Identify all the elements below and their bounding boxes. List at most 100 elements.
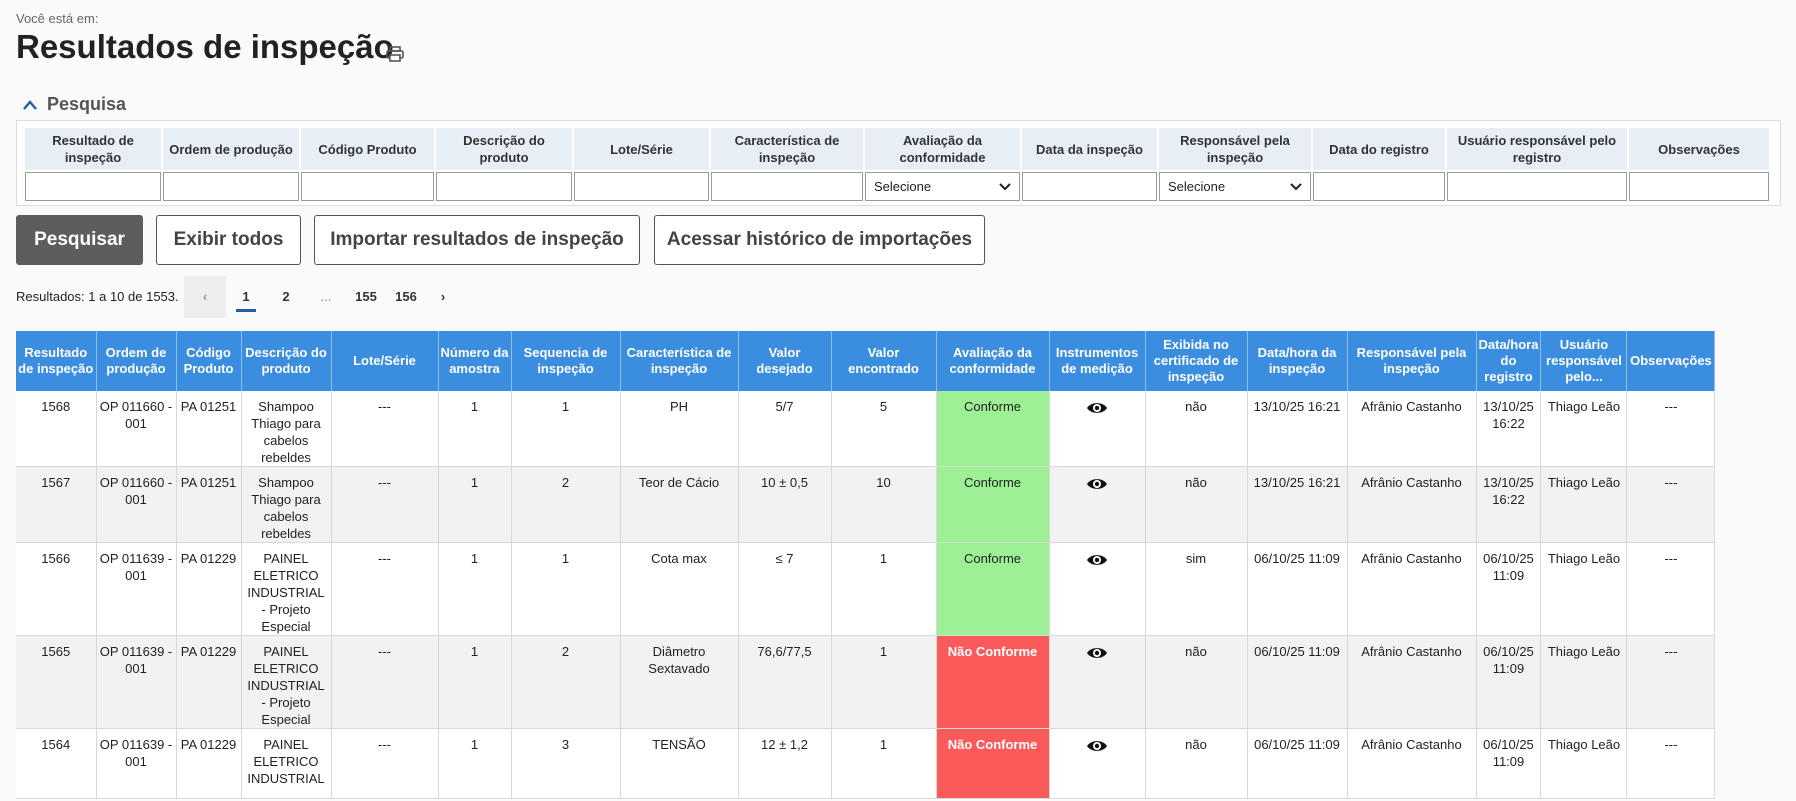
page-link[interactable]: 2 xyxy=(282,289,290,304)
column-header[interactable]: Ordem de produção xyxy=(96,331,177,391)
cell-ordem: OP 011639 - 001 xyxy=(96,635,177,729)
pagination: ‹ 1 2... 155 156 › xyxy=(184,276,460,318)
import-history-button[interactable]: Acessar histórico de importações xyxy=(654,215,985,265)
filter-input[interactable] xyxy=(1022,172,1157,201)
eye-icon[interactable] xyxy=(1086,401,1108,415)
filter-column: Data do registro xyxy=(1313,128,1445,201)
cell-encontrado: 1 xyxy=(831,542,937,636)
results-table: Resultado de inspeção Ordem de produção Có… xyxy=(16,331,1716,799)
cell-responsavel: Afrânio Castanho xyxy=(1347,635,1477,729)
filter-input[interactable] xyxy=(1629,172,1769,201)
cell-responsavel: Afrânio Castanho xyxy=(1347,466,1477,543)
page-link[interactable]: 1 xyxy=(226,276,266,318)
table-row[interactable]: 1564 OP 011639 - 001 PA 01229 PAINEL ELETRI… xyxy=(16,728,1716,799)
printer-icon[interactable] xyxy=(386,46,404,62)
cell-sequencia: 1 xyxy=(511,542,621,636)
filter-input[interactable] xyxy=(436,172,572,201)
column-header[interactable]: Valor encontrado xyxy=(831,331,937,391)
cell-amostra: 1 xyxy=(438,391,512,467)
column-header[interactable]: Data/hora da inspeção xyxy=(1247,331,1348,391)
cell-sequencia: 1 xyxy=(511,391,621,467)
eye-icon[interactable] xyxy=(1086,739,1108,753)
column-header[interactable]: Observações xyxy=(1626,331,1716,391)
filter-input[interactable] xyxy=(1313,172,1445,201)
filter-column: Data da inspeção xyxy=(1022,128,1157,201)
filter-input[interactable] xyxy=(1447,172,1627,201)
cell-lote: --- xyxy=(331,542,439,636)
column-header[interactable]: Sequencia de inspeção xyxy=(511,331,621,391)
eye-icon[interactable] xyxy=(1086,553,1108,567)
column-header[interactable]: Avaliação da conformidade xyxy=(936,331,1050,391)
cell-caracteristica: Diâmetro Sextavado xyxy=(620,635,739,729)
cell-codigo: PA 01229 xyxy=(176,542,242,636)
chevron-up-icon xyxy=(23,99,37,110)
filter-input[interactable] xyxy=(574,172,709,201)
filter-label: Descrição do produto xyxy=(436,128,572,170)
cell-sequencia: 3 xyxy=(511,728,621,799)
column-header[interactable]: Código Produto xyxy=(176,331,242,391)
filter-label: Usuário responsável pelo registro xyxy=(1447,128,1627,170)
cell-resultado: 1564 xyxy=(16,728,97,799)
column-header[interactable]: Data/hora do registro xyxy=(1476,331,1542,391)
cell-resultado: 1565 xyxy=(16,635,97,729)
cell-resultado: 1568 xyxy=(16,391,97,467)
column-header[interactable]: Resultado de inspeção xyxy=(16,331,97,391)
cell-obs: --- xyxy=(1626,635,1716,729)
cell-instruments xyxy=(1049,391,1146,467)
filter-select[interactable]: Selecione xyxy=(1159,172,1311,201)
search-button[interactable]: Pesquisar xyxy=(16,215,143,265)
column-header[interactable]: Característica de inspeção xyxy=(620,331,739,391)
search-section-label: Pesquisa xyxy=(47,94,127,114)
cell-lote: --- xyxy=(331,635,439,729)
table-row[interactable]: 1567 OP 011660 - 001 PA 01251 Shampoo Thiag… xyxy=(16,466,1716,543)
filter-input[interactable] xyxy=(711,172,863,201)
cell-descricao: PAINEL ELETRICO INDUSTRIAL - Projeto Esp… xyxy=(241,542,332,636)
next-page-button[interactable]: › xyxy=(440,289,446,304)
table-row[interactable]: 1565 OP 011639 - 001 PA 01229 PAINEL ELETRI… xyxy=(16,635,1716,729)
search-filter-panel: Resultado de inspeção Ordem de produção Có… xyxy=(16,120,1781,206)
cell-data_inspecao: 06/10/25 11:09 xyxy=(1247,542,1348,636)
cell-responsavel: Afrânio Castanho xyxy=(1347,728,1477,799)
filter-input[interactable] xyxy=(25,172,161,201)
column-header[interactable]: Usuário responsável pelo... xyxy=(1540,331,1628,391)
column-header[interactable]: Responsável pela inspeção xyxy=(1347,331,1477,391)
filter-column: Código Produto xyxy=(301,128,434,201)
cell-usuario: Thiago Leão xyxy=(1540,542,1628,636)
show-all-button[interactable]: Exibir todos xyxy=(156,215,301,265)
table-row[interactable]: 1568 OP 011660 - 001 PA 01251 Shampoo Thiag… xyxy=(16,391,1716,467)
cell-lote: --- xyxy=(331,466,439,543)
column-header[interactable]: Descrição do produto xyxy=(241,331,332,391)
page-title: Resultados de inspeção xyxy=(16,28,394,65)
column-header[interactable]: Instrumentos de medição xyxy=(1049,331,1146,391)
column-header[interactable]: Valor desejado xyxy=(738,331,832,391)
cell-exibida: não xyxy=(1145,728,1248,799)
cell-codigo: PA 01229 xyxy=(176,728,242,799)
page-link[interactable]: 155 xyxy=(355,289,377,304)
cell-sequencia: 2 xyxy=(511,466,621,543)
filter-label: Código Produto xyxy=(301,128,434,170)
cell-descricao: Shampoo Thiago para cabelos rebeldes xyxy=(241,391,332,467)
cell-data_registro: 13/10/25 16:22 xyxy=(1476,391,1542,467)
table-row[interactable]: 1566 OP 011639 - 001 PA 01229 PAINEL ELETRI… xyxy=(16,542,1716,636)
filter-select[interactable]: Selecione xyxy=(865,172,1020,201)
prev-page-button[interactable]: ‹ xyxy=(184,276,226,318)
column-header[interactable]: Exibida no certificado de inspeção xyxy=(1145,331,1248,391)
filter-label: Responsável pela inspeção xyxy=(1159,128,1311,170)
table-header-row: Resultado de inspeção Ordem de produção Có… xyxy=(16,331,1716,391)
cell-responsavel: Afrânio Castanho xyxy=(1347,542,1477,636)
page-link[interactable]: 156 xyxy=(395,289,417,304)
eye-icon[interactable] xyxy=(1086,477,1108,491)
cell-data_registro: 06/10/25 11:09 xyxy=(1476,635,1542,729)
search-toggle[interactable]: Pesquisa xyxy=(22,94,126,115)
column-header[interactable]: Lote/Série xyxy=(331,331,439,391)
import-results-button[interactable]: Importar resultados de inspeção xyxy=(314,215,640,265)
cell-usuario: Thiago Leão xyxy=(1540,728,1628,799)
pagination-ellipsis: ... xyxy=(320,289,332,304)
filter-input[interactable] xyxy=(163,172,299,201)
filter-input[interactable] xyxy=(301,172,434,201)
eye-icon[interactable] xyxy=(1086,646,1108,660)
column-header[interactable]: Número da amostra xyxy=(438,331,512,391)
cell-obs: --- xyxy=(1626,391,1716,467)
cell-exibida: não xyxy=(1145,466,1248,543)
conformity-badge: Conforme xyxy=(936,391,1050,467)
